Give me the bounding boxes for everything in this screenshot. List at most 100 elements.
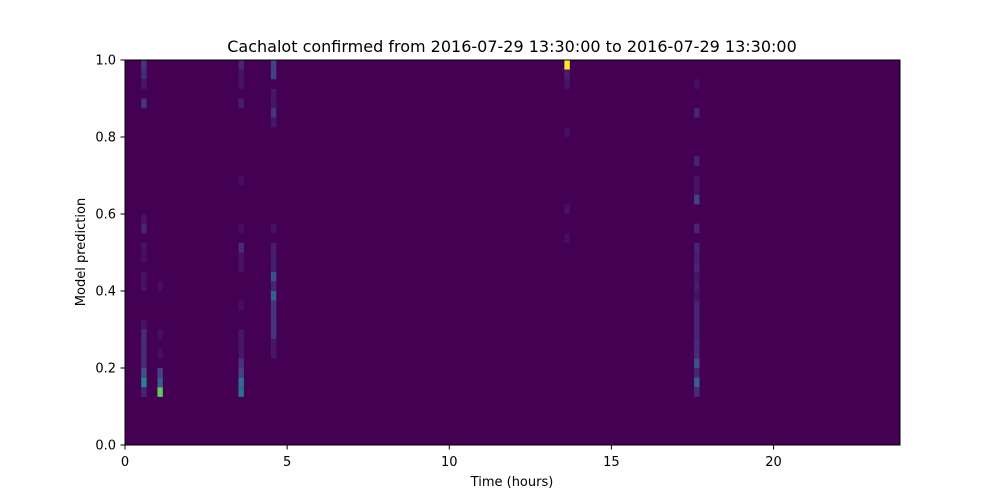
heatmap-cell <box>141 223 147 234</box>
heatmap-cell <box>238 358 244 368</box>
heatmap-cell <box>694 329 700 340</box>
heatmap-cell <box>694 300 700 311</box>
heatmap-cell <box>694 79 700 89</box>
plot-frame <box>124 59 901 446</box>
heatmap-cell <box>270 348 277 359</box>
y-tick-label: 0.8 <box>95 131 116 146</box>
heatmap-cell <box>694 252 700 263</box>
heatmap-cell <box>141 214 147 224</box>
heatmap-cell <box>141 98 147 109</box>
heatmap-cell <box>694 156 700 166</box>
heatmap-cell <box>694 348 700 359</box>
heatmap-cell <box>157 329 163 340</box>
heatmap-cell <box>141 242 147 253</box>
heatmap-cell <box>141 281 147 291</box>
x-tick-label: 15 <box>603 455 620 470</box>
heatmap-cell <box>564 79 570 89</box>
heatmap-cell <box>157 368 163 378</box>
heatmap-cell <box>694 194 700 205</box>
heatmap-cell <box>270 271 277 282</box>
heatmap-cell <box>157 387 163 397</box>
heatmap-cell <box>270 69 277 80</box>
heatmap-cell <box>694 339 700 349</box>
heatmap-cell <box>270 88 277 99</box>
heatmap-cell <box>270 310 277 320</box>
heatmap-cell <box>270 300 277 311</box>
y-tick-label: 0.6 <box>95 208 116 223</box>
heatmap-cell <box>694 368 700 378</box>
heatmap-cell <box>564 127 570 137</box>
x-tick-label: 5 <box>283 455 291 470</box>
x-tick-label: 0 <box>121 455 129 470</box>
heatmap-cell <box>157 281 163 291</box>
heatmap-cell <box>694 271 700 282</box>
heatmap-cell <box>238 69 244 80</box>
heatmap-cell <box>238 339 244 349</box>
heatmap-cell <box>694 319 700 330</box>
heatmap-cell <box>238 387 244 397</box>
heatmap-cell <box>694 242 700 253</box>
x-tick-label: 20 <box>765 455 782 470</box>
heatmap-cell <box>270 252 277 263</box>
chart-title: Cachalot confirmed from 2016-07-29 13:30… <box>227 37 797 56</box>
heatmap-cell <box>564 204 570 214</box>
heatmap-cell <box>564 69 570 80</box>
heatmap-cell <box>141 339 147 349</box>
heatmap-cell <box>238 377 244 388</box>
heatmap-cell <box>141 319 147 330</box>
x-axis-label: Time (hours) <box>470 475 554 490</box>
heatmap-cell <box>694 175 700 186</box>
heatmap-cell <box>694 223 700 234</box>
heatmap-cell <box>141 69 147 80</box>
heatmap-cell <box>694 377 700 388</box>
heatmap-cell <box>157 377 163 388</box>
heatmap-cell <box>270 117 277 128</box>
heatmap-cell <box>238 242 244 253</box>
heatmap-cell <box>270 319 277 330</box>
heatmap-cell <box>141 348 147 359</box>
heatmap-cell <box>270 108 277 118</box>
heatmap-background <box>125 60 900 445</box>
heatmap-cell <box>694 387 700 397</box>
heatmap-cell <box>238 60 244 70</box>
heatmap-cell <box>270 281 277 291</box>
heatmap-cell <box>141 252 147 263</box>
y-axis-label: Model prediction <box>74 198 89 306</box>
x-tick-label: 10 <box>441 455 458 470</box>
heatmap-cell <box>270 262 277 272</box>
heatmap-cell <box>238 300 244 311</box>
heatmap-cell <box>141 271 147 282</box>
heatmap-cell <box>238 175 244 186</box>
heatmap-cell <box>238 329 244 340</box>
heatmap-cell <box>694 108 700 118</box>
heatmap-cell <box>238 262 244 272</box>
y-tick-label: 0.0 <box>95 439 116 454</box>
heatmap-cell <box>694 262 700 272</box>
heatmap-cell <box>564 60 570 70</box>
heatmap-cell <box>157 348 163 359</box>
heatmap-cell <box>141 387 147 397</box>
heatmap-cell <box>238 252 244 263</box>
y-tick-label: 0.2 <box>95 362 116 377</box>
heatmap-cell <box>694 185 700 195</box>
heatmap-cell <box>238 223 244 234</box>
heatmap-cell <box>270 339 277 349</box>
heatmap-cell <box>694 291 700 301</box>
y-tick-label: 0.4 <box>95 285 116 300</box>
heatmap-cell <box>238 98 244 109</box>
heatmap-cell <box>694 281 700 291</box>
heatmap-cell <box>694 358 700 368</box>
heatmap-cell <box>270 98 277 109</box>
heatmap-cell <box>141 60 147 70</box>
heatmap-cell <box>141 368 147 378</box>
heatmap-cell <box>238 79 244 89</box>
heatmap-cell <box>141 329 147 340</box>
heatmap-cell <box>141 358 147 368</box>
heatmap-cell <box>270 291 277 301</box>
heatmap-cell <box>141 377 147 388</box>
heatmap-cell <box>270 329 277 340</box>
heatmap-cell <box>564 233 570 243</box>
heatmap-cell <box>238 348 244 359</box>
